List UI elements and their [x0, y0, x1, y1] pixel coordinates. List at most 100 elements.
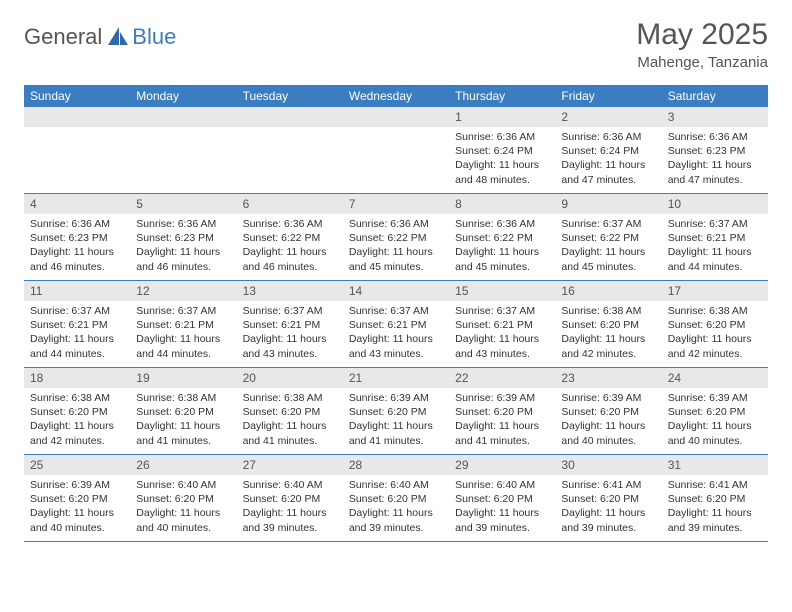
sunset-text: Sunset: 6:23 PM: [30, 231, 124, 245]
daylight-text: Daylight: 11 hours and 42 minutes.: [30, 419, 124, 447]
day-details: Sunrise: 6:40 AMSunset: 6:20 PMDaylight:…: [237, 475, 343, 538]
empty-day-cell: [130, 107, 236, 193]
day-number: [24, 107, 130, 127]
sunrise-text: Sunrise: 6:37 AM: [243, 304, 337, 318]
day-number: 10: [662, 194, 768, 214]
empty-day-cell: [343, 107, 449, 193]
sunrise-text: Sunrise: 6:38 AM: [243, 391, 337, 405]
sunset-text: Sunset: 6:20 PM: [136, 405, 230, 419]
daylight-text: Daylight: 11 hours and 43 minutes.: [243, 332, 337, 360]
daylight-text: Daylight: 11 hours and 46 minutes.: [30, 245, 124, 273]
daylight-text: Daylight: 11 hours and 45 minutes.: [349, 245, 443, 273]
page-location: Mahenge, Tanzania: [636, 54, 768, 71]
day-cell: 4Sunrise: 6:36 AMSunset: 6:23 PMDaylight…: [24, 194, 130, 280]
day-number: 26: [130, 455, 236, 475]
daylight-text: Daylight: 11 hours and 42 minutes.: [561, 332, 655, 360]
daylight-text: Daylight: 11 hours and 46 minutes.: [243, 245, 337, 273]
day-number: 22: [449, 368, 555, 388]
weekday-header: Sunday: [24, 85, 130, 107]
week-row: 18Sunrise: 6:38 AMSunset: 6:20 PMDayligh…: [24, 368, 768, 455]
day-details: Sunrise: 6:36 AMSunset: 6:23 PMDaylight:…: [130, 214, 236, 277]
day-number: 11: [24, 281, 130, 301]
logo-sail-icon: [108, 27, 128, 48]
day-cell: 24Sunrise: 6:39 AMSunset: 6:20 PMDayligh…: [662, 368, 768, 454]
day-cell: 23Sunrise: 6:39 AMSunset: 6:20 PMDayligh…: [555, 368, 661, 454]
day-cell: 22 Sunrise: 6:39 AMSunset: 6:20 PMDayligh…: [449, 368, 555, 454]
day-cell: 3Sunrise: 6:36 AMSunset: 6:23 PMDaylight…: [662, 107, 768, 193]
daylight-text: Daylight: 11 hours and 45 minutes.: [561, 245, 655, 273]
day-cell: 18Sunrise: 6:38 AMSunset: 6:20 PMDayligh…: [24, 368, 130, 454]
daylight-text: Daylight: 11 hours and 42 minutes.: [668, 332, 762, 360]
day-cell: 21Sunrise: 6:39 AMSunset: 6:20 PMDayligh…: [343, 368, 449, 454]
logo: General Blue: [24, 18, 176, 50]
day-cell: 30Sunrise: 6:41 AMSunset: 6:20 PMDayligh…: [555, 455, 661, 541]
day-cell: 15Sunrise: 6:37 AMSunset: 6:21 PMDayligh…: [449, 281, 555, 367]
day-details: Sunrise: 6:36 AMSunset: 6:22 PMDaylight:…: [343, 214, 449, 277]
day-cell: 9Sunrise: 6:37 AMSunset: 6:22 PMDaylight…: [555, 194, 661, 280]
day-number: [130, 107, 236, 127]
weekday-header: Saturday: [662, 85, 768, 107]
sunset-text: Sunset: 6:21 PM: [243, 318, 337, 332]
sunrise-text: Sunrise: 6:36 AM: [561, 130, 655, 144]
day-details: Sunrise: 6:37 AMSunset: 6:21 PMDaylight:…: [237, 301, 343, 364]
daylight-text: Daylight: 11 hours and 40 minutes.: [561, 419, 655, 447]
daylight-text: Daylight: 11 hours and 44 minutes.: [30, 332, 124, 360]
daylight-text: Daylight: 11 hours and 41 minutes.: [455, 419, 549, 447]
sunset-text: Sunset: 6:21 PM: [349, 318, 443, 332]
day-details: Sunrise: 6:36 AMSunset: 6:24 PMDaylight:…: [449, 127, 555, 190]
sunrise-text: Sunrise: 6:37 AM: [561, 217, 655, 231]
day-cell: 20Sunrise: 6:38 AMSunset: 6:20 PMDayligh…: [237, 368, 343, 454]
day-details: Sunrise: 6:40 AMSunset: 6:20 PMDaylight:…: [449, 475, 555, 538]
day-number: 30: [555, 455, 661, 475]
sunrise-text: Sunrise: 6:40 AM: [243, 478, 337, 492]
sunset-text: Sunset: 6:22 PM: [561, 231, 655, 245]
day-number: 8: [449, 194, 555, 214]
day-details: Sunrise: 6:41 AMSunset: 6:20 PMDaylight:…: [662, 475, 768, 538]
weekday-header: Wednesday: [343, 85, 449, 107]
day-details: Sunrise: 6:38 AMSunset: 6:20 PMDaylight:…: [555, 301, 661, 364]
daylight-text: Daylight: 11 hours and 41 minutes.: [349, 419, 443, 447]
day-details: Sunrise: 6:39 AMSunset: 6:20 PMDaylight:…: [662, 388, 768, 451]
day-number: [237, 107, 343, 127]
daylight-text: Daylight: 11 hours and 39 minutes.: [668, 506, 762, 534]
day-number: 9: [555, 194, 661, 214]
sunset-text: Sunset: 6:20 PM: [561, 405, 655, 419]
sunset-text: Sunset: 6:24 PM: [455, 144, 549, 158]
sunrise-text: Sunrise: 6:39 AM: [455, 391, 549, 405]
day-details: Sunrise: 6:38 AMSunset: 6:20 PMDaylight:…: [130, 388, 236, 451]
day-number: 3: [662, 107, 768, 127]
day-details: Sunrise: 6:37 AMSunset: 6:21 PMDaylight:…: [343, 301, 449, 364]
calendar: SundayMondayTuesdayWednesdayThursdayFrid…: [24, 85, 768, 542]
day-number: 1: [449, 107, 555, 127]
day-cell: 5Sunrise: 6:36 AMSunset: 6:23 PMDaylight…: [130, 194, 236, 280]
day-details: Sunrise: 6:37 AMSunset: 6:22 PMDaylight:…: [555, 214, 661, 277]
day-cell: 28Sunrise: 6:40 AMSunset: 6:20 PMDayligh…: [343, 455, 449, 541]
sunset-text: Sunset: 6:20 PM: [668, 492, 762, 506]
day-details: Sunrise: 6:36 AMSunset: 6:22 PMDaylight:…: [449, 214, 555, 277]
weekday-header: Tuesday: [237, 85, 343, 107]
daylight-text: Daylight: 11 hours and 47 minutes.: [561, 158, 655, 186]
day-details: Sunrise: 6:36 AMSunset: 6:22 PMDaylight:…: [237, 214, 343, 277]
sunrise-text: Sunrise: 6:41 AM: [561, 478, 655, 492]
sunrise-text: Sunrise: 6:38 AM: [30, 391, 124, 405]
day-details: Sunrise: 6:37 AMSunset: 6:21 PMDaylight:…: [24, 301, 130, 364]
day-number: 25: [24, 455, 130, 475]
sunset-text: Sunset: 6:20 PM: [455, 405, 549, 419]
day-cell: 8Sunrise: 6:36 AMSunset: 6:22 PMDaylight…: [449, 194, 555, 280]
daylight-text: Daylight: 11 hours and 43 minutes.: [455, 332, 549, 360]
logo-text-general: General: [24, 24, 102, 50]
day-number: 12: [130, 281, 236, 301]
day-number: 6: [237, 194, 343, 214]
sunrise-text: Sunrise: 6:39 AM: [668, 391, 762, 405]
sunset-text: Sunset: 6:21 PM: [30, 318, 124, 332]
title-block: May 2025 Mahenge, Tanzania: [636, 18, 768, 71]
sunrise-text: Sunrise: 6:38 AM: [668, 304, 762, 318]
day-cell: 17Sunrise: 6:38 AMSunset: 6:20 PMDayligh…: [662, 281, 768, 367]
day-number: 5: [130, 194, 236, 214]
day-number: 17: [662, 281, 768, 301]
sunrise-text: Sunrise: 6:41 AM: [668, 478, 762, 492]
day-number: 16: [555, 281, 661, 301]
day-cell: 12Sunrise: 6:37 AMSunset: 6:21 PMDayligh…: [130, 281, 236, 367]
day-details: Sunrise: 6:38 AMSunset: 6:20 PMDaylight:…: [24, 388, 130, 451]
day-cell: 2Sunrise: 6:36 AMSunset: 6:24 PMDaylight…: [555, 107, 661, 193]
